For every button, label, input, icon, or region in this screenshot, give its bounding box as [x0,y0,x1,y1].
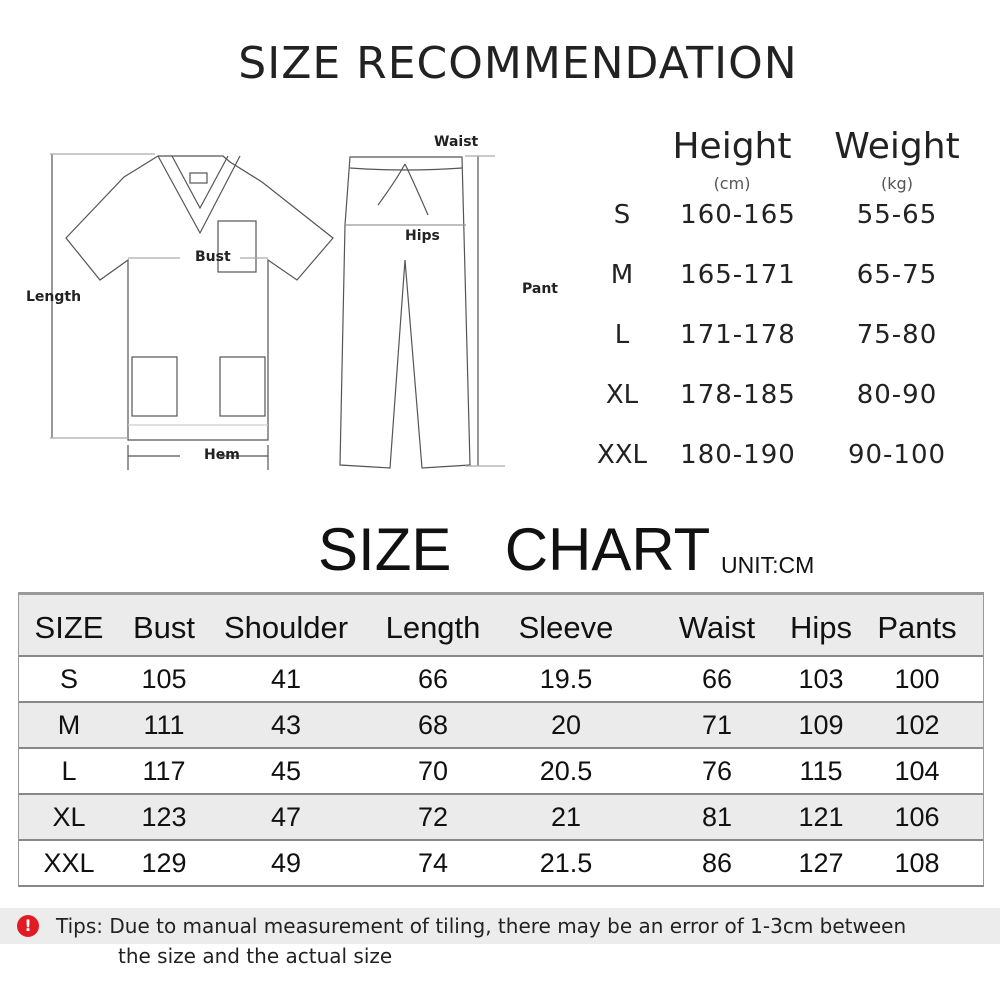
table-cell: 100 [894,664,940,694]
table-cell: S [59,664,79,694]
page-title: SIZE RECOMMENDATION [238,38,798,89]
table-cell: 71 [701,710,733,740]
table-cell: XL [52,802,86,832]
tips-text-continued: the size and the actual size [118,944,393,968]
column-header: Bust [132,610,196,645]
hem-label: Hem [204,447,240,463]
table-cell: 109 [798,710,844,740]
pant-label: Pant [522,281,558,297]
table-cell: 123 [141,802,187,832]
size-table: SIZE Bust Shoulder Length Sleeve Waist Hips Pan… [18,592,984,887]
recommendation-weight: 80-90 [856,380,938,410]
weight-unit: (kg) [881,174,913,193]
table-cell: 111 [143,710,185,740]
table-cell: 103 [798,664,844,694]
table-cell: 104 [894,756,940,786]
height-header: Height [672,126,792,167]
table-cell: 43 [270,710,302,740]
height-unit: (cm) [713,174,751,193]
table-cell: 86 [701,848,733,878]
recommendation-size: S [613,200,631,230]
unit-label: UNIT:CM [721,552,815,578]
table-cell: 129 [141,848,187,878]
column-header: Sleeve [518,610,614,645]
table-cell: 41 [270,664,302,694]
table-cell: 21.5 [539,848,593,878]
table-cell: 81 [701,802,733,832]
column-header: Length [385,610,481,645]
garment-diagram [50,153,505,470]
table-row: S 105 41 66 19.5 66 103 100 [19,655,983,701]
table-cell: 20.5 [539,756,593,786]
recommendation-weight: 55-65 [856,200,938,230]
table-cell: 106 [894,802,940,832]
scrub-top-drawing [50,153,334,470]
recommendation-height: 165-171 [680,260,796,290]
table-cell: 108 [894,848,940,878]
table-row: XL 123 47 72 21 81 121 106 [19,793,983,839]
recommendation-height: 178-185 [680,380,796,410]
table-cell: 20 [550,710,582,740]
table-cell: 66 [417,664,449,694]
table-cell: 121 [798,802,844,832]
table-row: XXL 129 49 74 21.5 86 127 108 [19,839,983,885]
table-cell: 105 [141,664,187,694]
table-cell: 47 [270,802,302,832]
table-cell: 117 [142,756,186,786]
table-cell: M [57,710,81,740]
column-header: SIZE [34,610,104,645]
tips-bar [0,908,1000,944]
table-header-row: SIZE Bust Shoulder Length Sleeve Waist Hips Pan… [19,595,983,655]
column-header: Waist [678,610,756,645]
column-header: Hips [789,610,853,645]
recommendation-weight: 90-100 [847,440,947,470]
table-cell: 21 [550,802,582,832]
recommendation-weight: 75-80 [856,320,938,350]
recommendation-size: XL [605,380,639,410]
exclamation-icon: ! [17,915,39,937]
table-cell: 70 [417,756,449,786]
tips-text: Tips: Due to manual measurement of tilin… [56,914,907,938]
table-cell: 127 [798,848,844,878]
table-cell: 72 [417,802,449,832]
size-chart-title: SIZE CHART [318,516,711,583]
scrub-pants-drawing [339,155,505,469]
table-cell: 19.5 [539,664,593,694]
table-cell: L [61,756,77,786]
bust-label: Bust [195,249,231,265]
recommendation-weight: 65-75 [856,260,938,290]
table-row: L 117 45 70 20.5 76 115 104 [19,747,983,793]
column-header: Pants [877,610,957,645]
column-header: Shoulder [223,610,349,645]
weight-header: Weight [834,126,960,167]
table-cell: 102 [894,710,940,740]
table-cell: 68 [417,710,449,740]
table-cell: 45 [270,756,302,786]
table-cell: XXL [43,848,95,878]
length-label: Length [26,289,82,305]
table-cell: 49 [270,848,302,878]
table-cell: 115 [799,756,843,786]
waist-label: Waist [434,134,479,150]
recommendation-height: 180-190 [680,440,796,470]
recommendation-height: 171-178 [680,320,796,350]
table-cell: 74 [417,848,449,878]
table-row: M 111 43 68 20 71 109 102 [19,701,983,747]
hips-label: Hips [405,228,440,244]
recommendation-size: L [614,320,630,350]
recommendation-size: M [610,260,634,290]
recommendation-size: XXL [596,440,648,470]
table-cell: 66 [701,664,733,694]
recommendation-height: 160-165 [680,200,796,230]
table-cell: 76 [701,756,733,786]
